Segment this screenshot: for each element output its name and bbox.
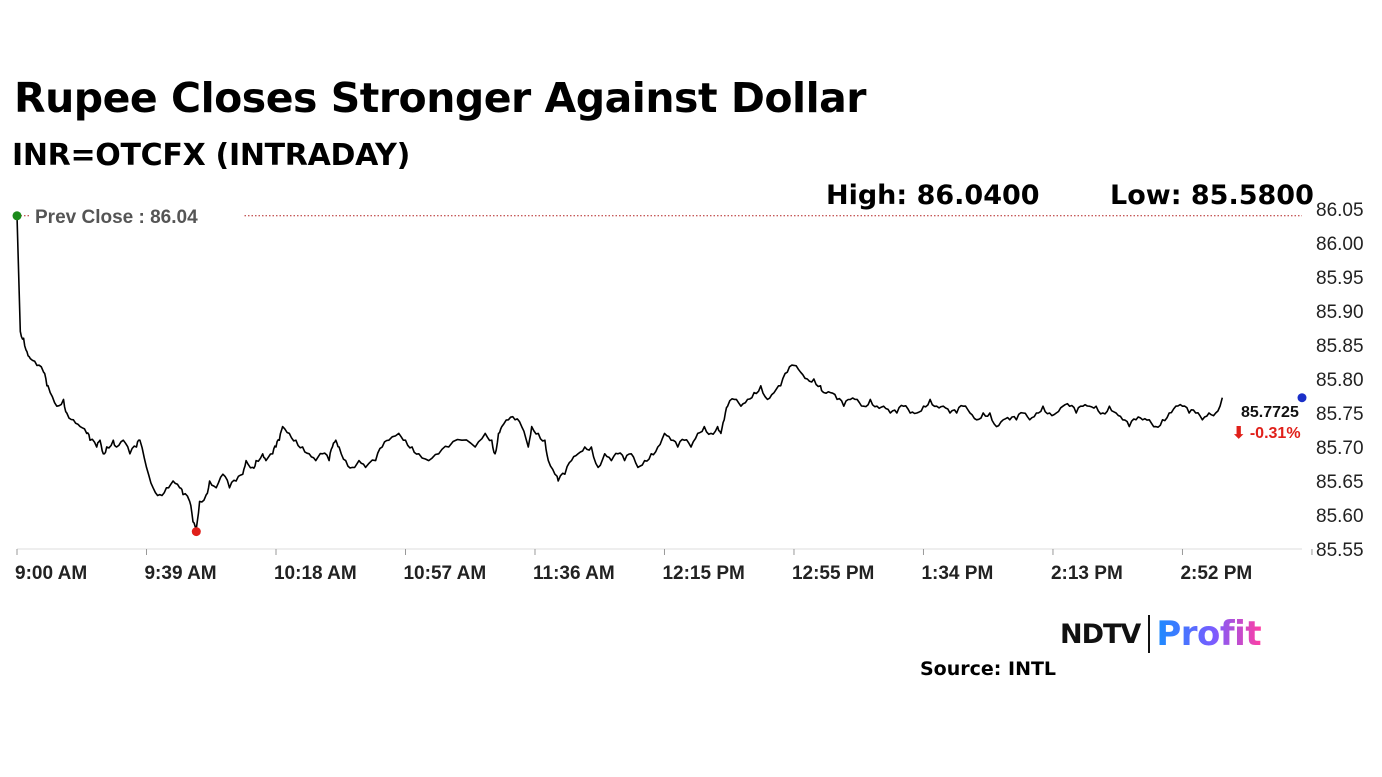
x-tick-label: 9:39 AM — [144, 563, 216, 584]
x-tick-label: 12:55 PM — [792, 563, 874, 584]
x-tick-label: 10:18 AM — [274, 563, 357, 584]
y-axis: 86.05 86.00 85.95 85.90 85.85 85.80 85.75 85.70… — [1316, 200, 1364, 561]
prev-close-label: Prev Close : 86.04 — [35, 207, 198, 228]
y-tick-label: 85.70 — [1316, 438, 1364, 459]
change-percent-label: ⬇ -0.31% — [1232, 425, 1301, 442]
last-value-label: 85.7725 — [1241, 404, 1299, 421]
low-label: Low: 85.5800 — [1110, 180, 1314, 211]
price-line — [16, 215, 1224, 530]
y-tick-label: 85.60 — [1316, 506, 1364, 527]
y-tick-label: 86.05 — [1316, 200, 1364, 221]
y-tick-label: 85.90 — [1316, 302, 1364, 323]
last-marker — [1297, 393, 1307, 403]
logo-ndtv-text: NDTV — [1060, 618, 1141, 650]
high-marker — [12, 211, 22, 221]
x-tick-label: 2:52 PM — [1180, 563, 1252, 584]
y-tick-label: 85.75 — [1316, 404, 1364, 425]
y-tick-label: 85.65 — [1316, 472, 1364, 493]
x-tick-label: 11:36 AM — [533, 563, 615, 584]
source-label: Source: INTL — [920, 658, 1057, 680]
logo-profit-text: Profit — [1156, 614, 1262, 654]
x-tick-label: 12:15 PM — [662, 563, 744, 584]
x-axis: 9:00 AM 9:39 AM 10:18 AM 10:57 AM 11:36 AM 12… — [15, 549, 1313, 584]
y-tick-label: 86.00 — [1316, 234, 1364, 255]
chart-subtitle: INR=OTCFX (INTRADAY) — [12, 138, 411, 173]
x-tick-label: 2:13 PM — [1051, 563, 1123, 584]
x-tick-label: 9:00 AM — [15, 563, 87, 584]
logo-divider — [1148, 615, 1151, 653]
y-tick-label: 85.55 — [1316, 540, 1364, 561]
low-marker — [191, 527, 201, 537]
y-tick-label: 85.80 — [1316, 370, 1364, 391]
y-tick-label: 85.85 — [1316, 336, 1364, 357]
chart-title: Rupee Closes Stronger Against Dollar — [14, 74, 867, 122]
x-tick-label: 10:57 AM — [403, 563, 486, 584]
high-label: High: 86.0400 — [826, 180, 1040, 211]
x-tick-label: 1:34 PM — [921, 563, 993, 584]
ndtv-profit-logo: NDTV Profit — [1060, 612, 1262, 656]
y-tick-label: 85.95 — [1316, 268, 1364, 289]
